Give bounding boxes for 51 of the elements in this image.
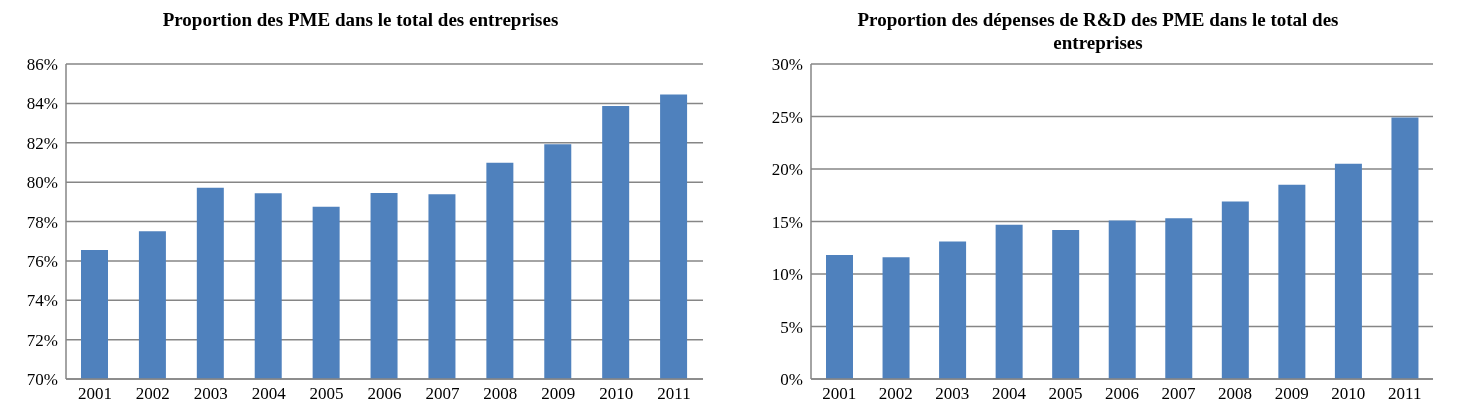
y-tick-label: 86% bbox=[26, 55, 58, 75]
bar bbox=[882, 257, 910, 379]
x-tick-label: 2009 bbox=[541, 384, 576, 404]
bar bbox=[1108, 220, 1136, 379]
x-tick-label: 2002 bbox=[878, 384, 913, 404]
y-tick-label: 72% bbox=[26, 330, 58, 350]
bar bbox=[939, 241, 967, 379]
y-tick-label: 0% bbox=[780, 370, 803, 390]
bar bbox=[1221, 201, 1249, 379]
y-tick-label: 78% bbox=[26, 212, 58, 232]
x-tick-label: 2001 bbox=[822, 384, 857, 404]
y-tick-label: 80% bbox=[26, 173, 58, 193]
x-tick-label: 2003 bbox=[193, 384, 228, 404]
x-tick-label: 2008 bbox=[1218, 384, 1253, 404]
x-tick-label: 2006 bbox=[367, 384, 402, 404]
chart-title: Proportion des dépenses de R&D des PME dans le total des entreprises bbox=[856, 8, 1340, 54]
x-tick-label: 2004 bbox=[991, 384, 1027, 404]
bar bbox=[1278, 184, 1306, 379]
bar bbox=[1052, 229, 1080, 379]
y-tick-label: 20% bbox=[771, 160, 803, 180]
x-tick-label: 2007 bbox=[1161, 384, 1197, 404]
x-tick-label: 2007 bbox=[425, 384, 460, 404]
bar bbox=[1165, 218, 1193, 379]
x-tick-label: 2011 bbox=[657, 384, 691, 404]
x-tick-label: 2009 bbox=[1274, 384, 1309, 404]
y-tick-label: 76% bbox=[26, 251, 58, 271]
y-tick-label: 15% bbox=[771, 212, 803, 232]
x-tick-label: 2011 bbox=[1388, 384, 1422, 404]
y-tick-label: 5% bbox=[780, 317, 803, 337]
chart-title: Proportion des PME dans le total des entreprises bbox=[161, 8, 560, 32]
x-tick-label: 2004 bbox=[251, 384, 287, 404]
y-tick-label: 10% bbox=[771, 265, 803, 285]
bar bbox=[995, 224, 1023, 379]
x-tick-label: 2003 bbox=[935, 384, 970, 404]
x-tick-label: 2005 bbox=[1048, 384, 1083, 404]
x-tick-label: 2010 bbox=[1331, 384, 1366, 404]
y-tick-label: 74% bbox=[26, 291, 58, 311]
y-tick-label: 82% bbox=[26, 133, 58, 153]
y-tick-label: 70% bbox=[26, 370, 58, 390]
x-tick-label: 2006 bbox=[1105, 384, 1139, 404]
x-tick-label: 2010 bbox=[599, 384, 634, 404]
x-tick-label: 2008 bbox=[483, 384, 518, 404]
y-tick-label: 30% bbox=[771, 55, 803, 75]
x-tick-label: 2005 bbox=[309, 384, 344, 404]
y-tick-label: 84% bbox=[26, 94, 58, 114]
y-tick-label: 25% bbox=[771, 107, 803, 127]
bar bbox=[1334, 163, 1362, 379]
x-tick-label: 2002 bbox=[135, 384, 170, 404]
bar bbox=[826, 255, 853, 379]
x-tick-label: 2001 bbox=[77, 384, 112, 404]
bar bbox=[1391, 117, 1419, 379]
